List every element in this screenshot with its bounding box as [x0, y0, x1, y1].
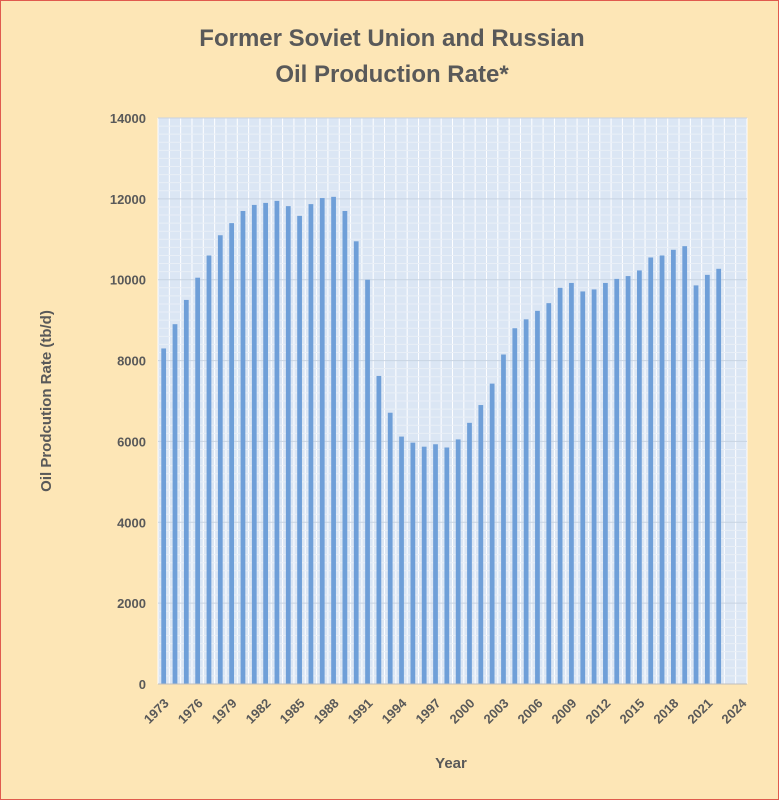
bar-1987 — [319, 198, 325, 684]
bar-1995 — [410, 442, 416, 684]
bar-2005 — [523, 319, 529, 684]
bar-2015 — [637, 270, 642, 684]
bar-2013 — [614, 278, 620, 684]
y-tick-label: 8000 — [117, 354, 146, 369]
bar-1975 — [183, 299, 189, 684]
bar-1978 — [217, 235, 223, 684]
bar-1998 — [444, 447, 450, 684]
bar-2003 — [501, 354, 506, 684]
bar-1977 — [206, 255, 212, 684]
bar-2022 — [716, 268, 722, 684]
bar-2019 — [682, 246, 688, 684]
y-axis-label: Oil Prodcution Rate (tb/d) — [38, 310, 55, 492]
bar-1982 — [263, 202, 268, 684]
bar-2020 — [693, 285, 699, 684]
bar-1997 — [433, 444, 438, 684]
x-tick-label: 1997 — [413, 696, 444, 727]
x-axis-ticks: 1973 1976 1979 1982 1985 1988 1991 1994 1997 2000… — [141, 695, 750, 727]
x-tick-label: 2009 — [548, 696, 579, 727]
bar-2009 — [569, 282, 574, 684]
x-tick-label: 2003 — [481, 696, 512, 727]
y-tick-label: 6000 — [117, 434, 146, 449]
chart-title-line2: Oil Production Rate* — [275, 61, 509, 88]
bar-1976 — [195, 277, 201, 684]
bar-2021 — [704, 274, 710, 684]
bar-1991 — [365, 279, 370, 684]
y-tick-label: 10000 — [110, 273, 146, 288]
x-tick-label: 1976 — [175, 696, 206, 727]
y-tick-label: 2000 — [117, 596, 146, 611]
x-tick-label: 1982 — [243, 696, 274, 727]
bar-1986 — [308, 204, 314, 684]
bar-1980 — [240, 210, 246, 684]
bar-1996 — [421, 446, 427, 684]
bar-1989 — [342, 210, 348, 684]
bar-1974 — [172, 324, 178, 684]
bar-2012 — [603, 282, 608, 684]
bar-1990 — [353, 241, 359, 685]
bar-1979 — [229, 223, 235, 684]
bar-1973 — [161, 348, 167, 684]
bar-2011 — [591, 289, 597, 684]
bar-1985 — [297, 215, 302, 684]
bars — [161, 196, 722, 685]
bar-1984 — [285, 206, 291, 685]
bar-1983 — [274, 200, 280, 684]
y-tick-label: 12000 — [110, 192, 146, 207]
bar-2016 — [648, 257, 654, 684]
x-tick-label: 2000 — [447, 696, 478, 727]
x-tick-label: 2021 — [684, 696, 715, 727]
bar-2002 — [489, 383, 495, 684]
x-tick-label: 1973 — [141, 696, 172, 727]
bar-1992 — [376, 375, 382, 684]
bar-1988 — [331, 196, 336, 685]
bar-1993 — [387, 412, 393, 684]
bar-2008 — [557, 287, 563, 684]
bar-2014 — [625, 276, 631, 684]
bar-1981 — [251, 204, 257, 684]
x-tick-label: 1985 — [277, 696, 308, 727]
bar-2018 — [670, 249, 676, 684]
x-tick-label: 2015 — [616, 696, 647, 727]
x-tick-label: 2018 — [650, 696, 681, 727]
bar-1999 — [455, 439, 461, 684]
bar-2000 — [467, 422, 472, 684]
bar-1994 — [399, 436, 404, 684]
x-tick-label: 1991 — [345, 696, 376, 727]
bar-2001 — [478, 405, 484, 684]
x-tick-label: 2012 — [582, 696, 613, 727]
x-tick-label: 2024 — [718, 695, 750, 727]
bar-2010 — [580, 291, 586, 684]
bar-2004 — [512, 328, 518, 684]
y-tick-label: 4000 — [117, 515, 146, 530]
x-tick-label: 1994 — [379, 695, 411, 727]
bar-2006 — [535, 310, 540, 684]
bar-2007 — [546, 303, 552, 684]
x-axis-label: Year — [435, 755, 467, 772]
x-tick-label: 1988 — [311, 696, 342, 727]
chart-title-line1: Former Soviet Union and Russian — [199, 25, 584, 52]
y-axis-ticks: 0 2000 4000 6000 8000 10000 12000 14000 — [110, 111, 146, 692]
bar-2017 — [659, 255, 665, 684]
y-tick-label: 14000 — [110, 111, 146, 126]
x-tick-label: 2006 — [515, 696, 546, 727]
y-tick-label: 0 — [139, 677, 146, 692]
x-tick-label: 1979 — [209, 696, 240, 727]
